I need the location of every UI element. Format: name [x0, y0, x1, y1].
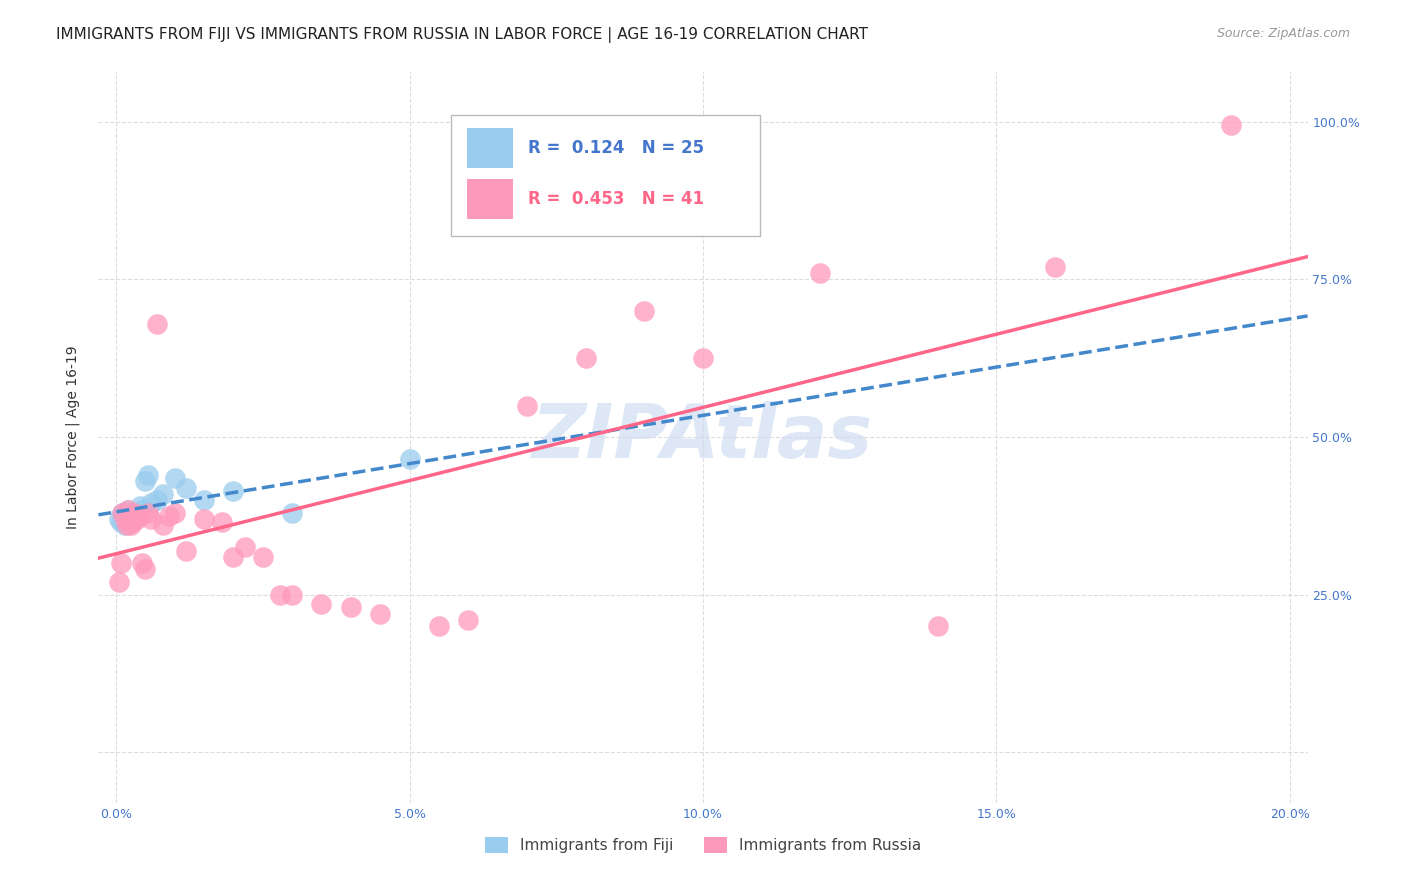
Point	[340, 600, 363, 615]
Text: R =  0.453   N = 41: R = 0.453 N = 41	[527, 190, 704, 209]
Text: Source: ZipAtlas.com: Source: ZipAtlas.com	[1216, 27, 1350, 40]
Point	[141, 496, 163, 510]
Point	[115, 512, 138, 526]
Point	[281, 506, 304, 520]
Point	[193, 512, 215, 526]
Point	[134, 562, 156, 576]
Point	[122, 506, 145, 520]
Point	[176, 481, 198, 495]
Text: IMMIGRANTS FROM FIJI VS IMMIGRANTS FROM RUSSIA IN LABOR FORCE | AGE 16-19 CORREL: IMMIGRANTS FROM FIJI VS IMMIGRANTS FROM …	[56, 27, 869, 43]
Point	[157, 508, 180, 523]
Legend: Immigrants from Fiji, Immigrants from Russia: Immigrants from Fiji, Immigrants from Ru…	[477, 830, 929, 861]
Point	[131, 556, 153, 570]
Point	[398, 452, 420, 467]
Point	[111, 506, 134, 520]
Point	[120, 518, 142, 533]
Point	[176, 543, 198, 558]
Point	[1220, 118, 1243, 132]
Point	[121, 515, 143, 529]
Point	[128, 500, 150, 514]
Point	[131, 502, 153, 516]
Point	[141, 512, 163, 526]
Point	[368, 607, 391, 621]
FancyBboxPatch shape	[467, 128, 513, 169]
Point	[114, 512, 136, 526]
Point	[211, 515, 233, 529]
Point	[114, 518, 136, 533]
Point	[281, 588, 304, 602]
Point	[152, 518, 174, 533]
Point	[692, 351, 714, 366]
Point	[108, 575, 131, 590]
Point	[233, 541, 256, 555]
Point	[134, 474, 156, 488]
Point	[222, 549, 245, 564]
Point	[121, 506, 143, 520]
Y-axis label: In Labor Force | Age 16-19: In Labor Force | Age 16-19	[65, 345, 80, 529]
Point	[120, 515, 142, 529]
FancyBboxPatch shape	[467, 179, 513, 219]
Point	[112, 508, 135, 523]
Point	[163, 506, 186, 520]
Point	[927, 619, 949, 633]
Point	[152, 487, 174, 501]
Point	[125, 512, 148, 526]
Point	[117, 502, 139, 516]
Point	[125, 506, 148, 520]
Point	[1043, 260, 1066, 274]
Point	[136, 506, 159, 520]
Point	[136, 467, 159, 482]
Point	[269, 588, 291, 602]
Point	[222, 483, 245, 498]
Point	[808, 266, 831, 280]
Text: R =  0.124   N = 25: R = 0.124 N = 25	[527, 139, 704, 157]
Text: ZIPAtlas: ZIPAtlas	[533, 401, 873, 474]
Point	[110, 556, 132, 570]
Point	[117, 502, 139, 516]
Point	[311, 597, 333, 611]
Point	[146, 317, 169, 331]
Point	[457, 613, 479, 627]
Point	[111, 506, 134, 520]
Point	[110, 515, 132, 529]
Point	[118, 508, 141, 523]
Point	[146, 493, 169, 508]
Point	[575, 351, 598, 366]
Point	[427, 619, 450, 633]
Point	[516, 399, 538, 413]
Point	[163, 471, 186, 485]
Point	[108, 512, 131, 526]
Point	[118, 512, 141, 526]
Point	[115, 518, 138, 533]
Point	[122, 508, 145, 523]
Point	[252, 549, 274, 564]
Point	[633, 304, 655, 318]
FancyBboxPatch shape	[451, 115, 759, 236]
Point	[193, 493, 215, 508]
Point	[128, 508, 150, 523]
